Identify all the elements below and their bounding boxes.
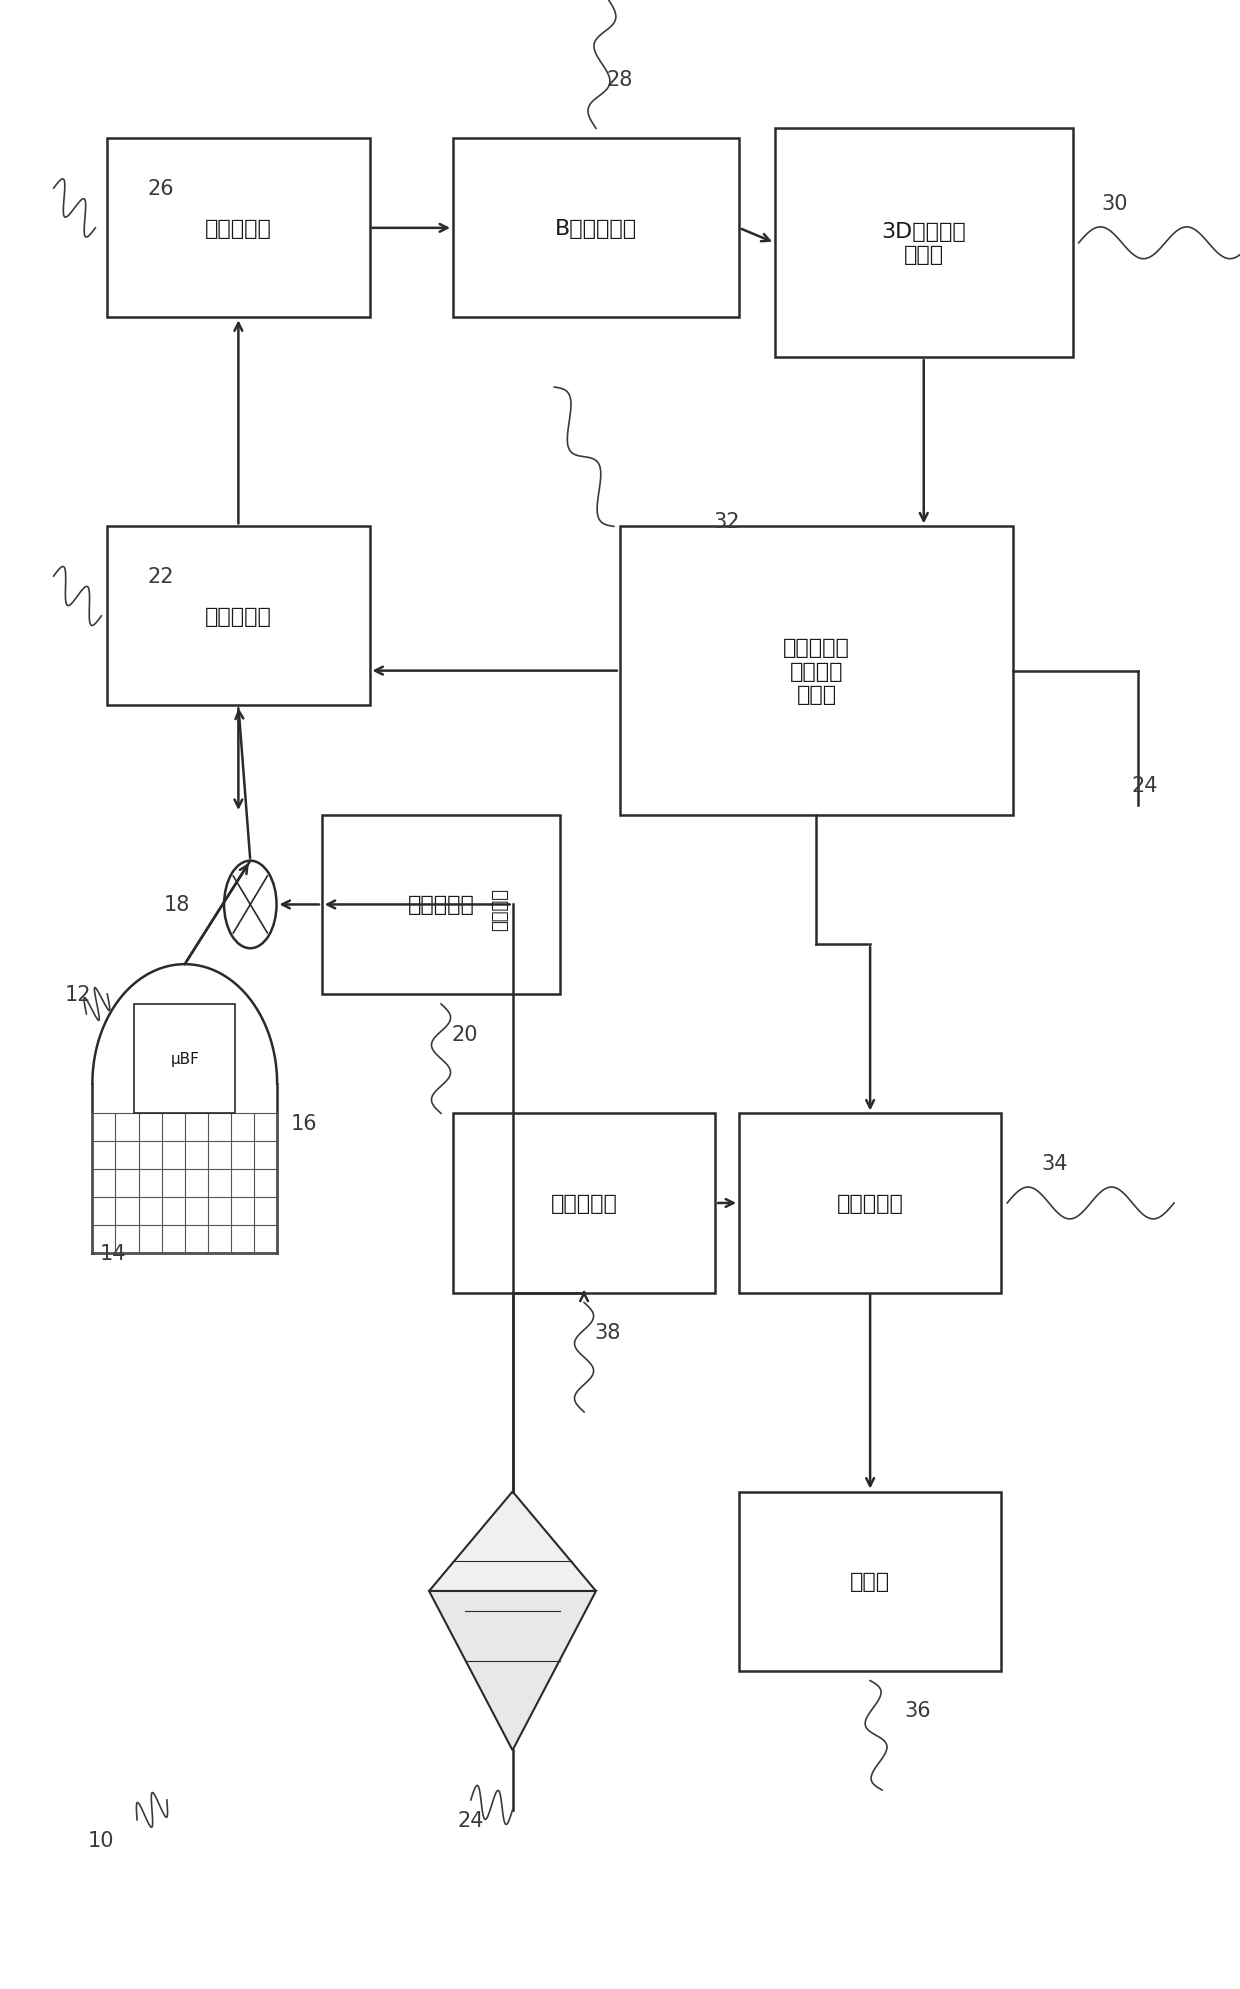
Bar: [739, 1492, 1001, 1671]
Bar: [620, 527, 1013, 815]
Bar: [108, 139, 370, 318]
Text: 34: 34: [1042, 1154, 1068, 1174]
Text: 射束转向: 射束转向: [491, 887, 510, 931]
Text: 信号处理器: 信号处理器: [205, 219, 272, 239]
Text: 20: 20: [451, 1024, 479, 1044]
Text: 38: 38: [595, 1323, 621, 1343]
Bar: [739, 1114, 1001, 1293]
Text: 28: 28: [606, 70, 632, 90]
Bar: [108, 527, 370, 706]
Text: 图像处理器: 图像处理器: [837, 1193, 904, 1213]
Text: 10: 10: [88, 1830, 114, 1850]
Bar: [775, 129, 1073, 358]
Text: 22: 22: [148, 567, 174, 587]
Text: 体积绘制和
光照模型
处理器: 体积绘制和 光照模型 处理器: [782, 638, 849, 704]
Text: 32: 32: [714, 511, 740, 533]
Text: 30: 30: [1101, 193, 1127, 215]
Polygon shape: [429, 1591, 596, 1750]
Text: 24: 24: [1131, 776, 1157, 796]
Text: 24: 24: [458, 1810, 484, 1830]
Text: 16: 16: [290, 1114, 317, 1134]
Text: 显示器: 显示器: [851, 1571, 890, 1591]
Text: 36: 36: [904, 1701, 931, 1720]
Text: B模式处理器: B模式处理器: [556, 219, 637, 239]
Text: 图形处理器: 图形处理器: [551, 1193, 618, 1213]
Text: 12: 12: [64, 985, 91, 1004]
Bar: [134, 1004, 236, 1114]
Text: 26: 26: [148, 179, 175, 199]
Bar: [322, 815, 560, 994]
Text: μBF: μBF: [170, 1052, 200, 1066]
Text: 发射控制器: 发射控制器: [408, 895, 475, 915]
Polygon shape: [429, 1492, 596, 1591]
Text: 射束形成器: 射束形成器: [205, 607, 272, 627]
Text: 18: 18: [164, 895, 190, 915]
Bar: [453, 1114, 715, 1293]
Text: 14: 14: [100, 1243, 126, 1263]
Bar: [453, 139, 739, 318]
Text: 3D图像数据
处理器: 3D图像数据 处理器: [882, 223, 966, 265]
